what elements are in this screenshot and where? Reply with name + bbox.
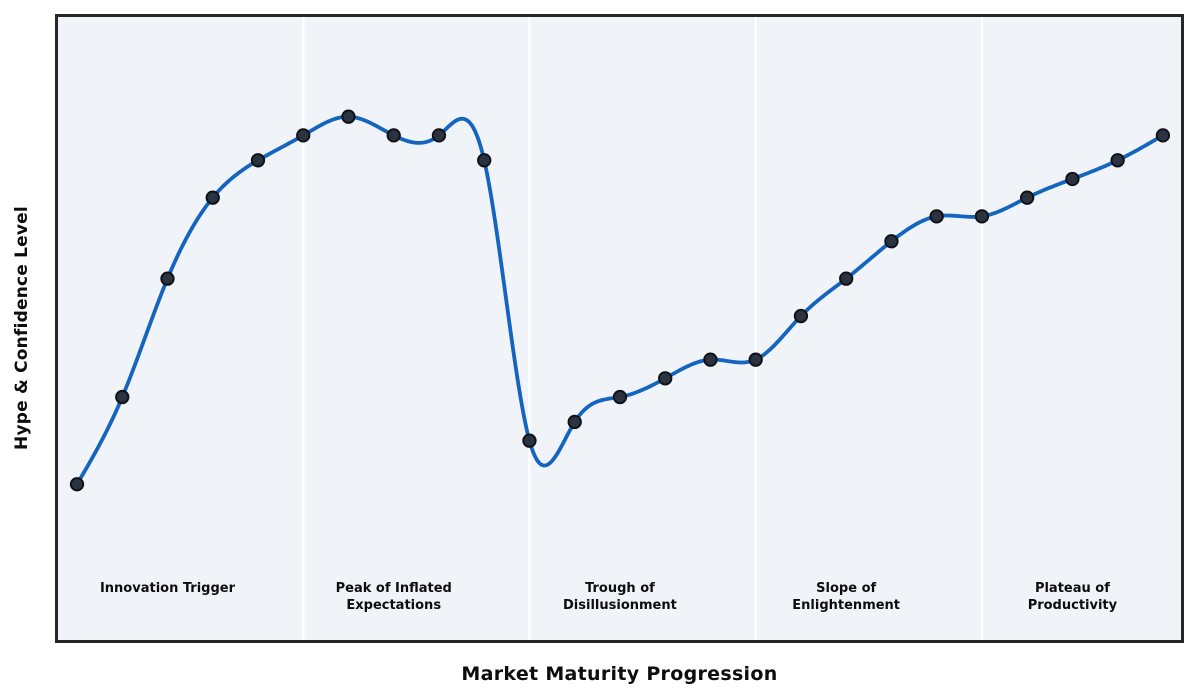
data-point-marker [1155,128,1171,143]
data-point-marker [431,128,447,143]
phase-label-innovation-trigger: Innovation Trigger [47,581,287,598]
data-point-marker [793,308,809,324]
data-point-marker [658,371,673,386]
phase-label-slope-of-enlightenment: Slope of Enlightenment [726,581,966,614]
data-point-marker [612,389,628,405]
phase-label-line: Enlightenment [792,597,901,613]
data-point-marker [115,389,130,405]
data-point-marker [1110,153,1125,168]
data-point-marker [1020,190,1035,205]
data-point-marker [748,352,763,367]
hype-curve-path [75,114,1165,487]
data-point-marker [884,234,899,249]
phase-label-line: Productivity [1027,597,1118,613]
data-point-marker [386,128,401,143]
phase-label-peak-of-inflated-expectations: Peak of Inflated Expectations [274,581,514,614]
y-axis-label: Hype & Confidence Level [12,206,32,450]
phase-label-line: Disillusionment [563,597,677,613]
data-point-marker [250,153,266,168]
curve-svg [69,17,1171,640]
data-point-marker [522,433,537,448]
data-point-marker [929,209,944,224]
x-axis-label: Market Maturity Progression [461,663,778,685]
data-point-marker [296,128,311,143]
data-point-marker [703,352,718,367]
data-point-marker [974,209,990,224]
data-point-marker [341,109,356,124]
data-point-marker [205,190,220,205]
phase-label-line: Slope of [816,581,877,596]
phase-label-trough-of-disillusionment: Trough of Disillusionment [500,581,740,614]
data-point-marker [567,414,582,430]
data-point-marker [1065,171,1080,187]
data-point-marker [160,271,175,286]
phase-label-line: Innovation Trigger [99,581,236,596]
phase-label-plateau-of-productivity: Plateau of Productivity [952,581,1192,614]
data-point-marker [69,477,85,492]
phase-label-line: Peak of Inflated [335,581,452,596]
plot-area: Innovation Trigger Peak of Inflated Expect… [55,14,1184,643]
data-point-marker [839,271,854,286]
phase-label-line: Plateau of [1034,581,1110,596]
data-point-marker [477,153,492,168]
phase-label-line: Expectations [346,597,442,613]
phase-label-line: Trough of [585,581,655,596]
